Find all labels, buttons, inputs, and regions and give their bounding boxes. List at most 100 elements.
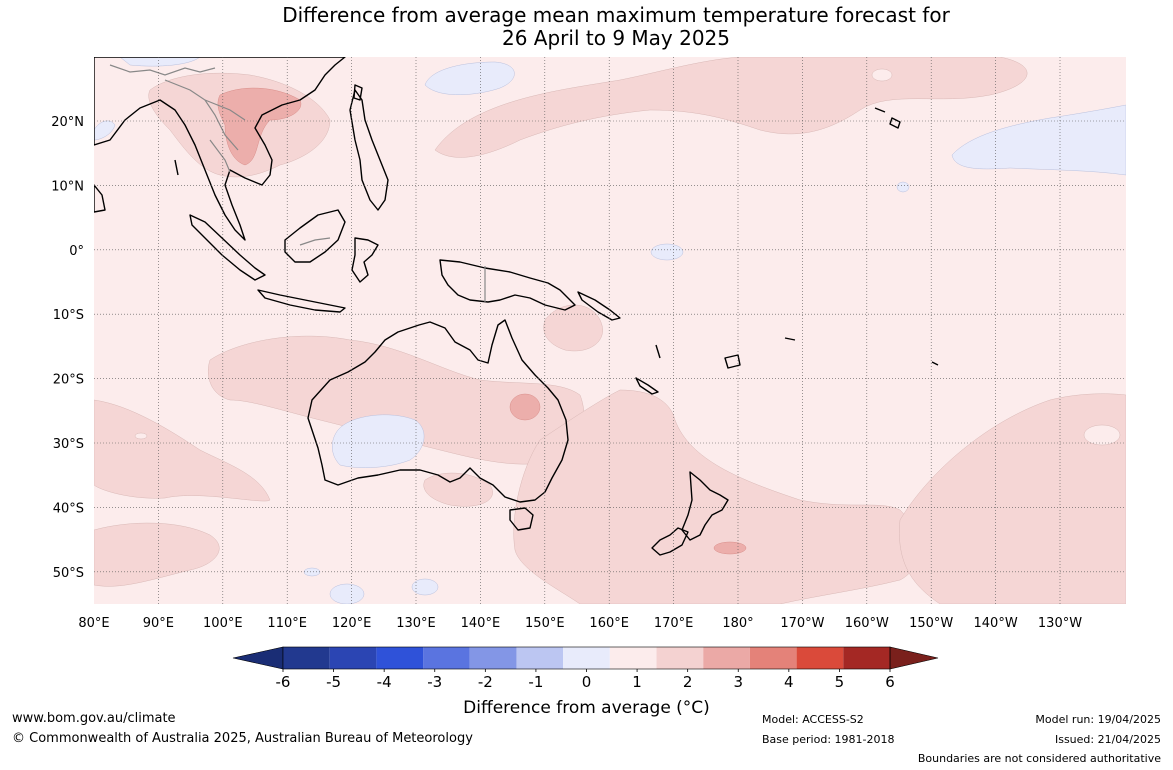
colorbar-segment bbox=[423, 647, 470, 669]
anomaly-region bbox=[650, 243, 684, 261]
latitude-tick-label: 10°N bbox=[51, 179, 84, 194]
longitude-tick-label: 120°E bbox=[332, 616, 372, 631]
longitude-tick-label: 110°E bbox=[267, 616, 307, 631]
colorbar-tick-label: 0 bbox=[582, 673, 592, 691]
anomaly-region bbox=[896, 181, 910, 193]
longitude-tick-label: 130°W bbox=[1038, 616, 1082, 631]
latitude-tick-label: 20°S bbox=[53, 373, 84, 388]
anomaly-region bbox=[329, 583, 365, 604]
anomaly-region bbox=[94, 522, 220, 587]
chart-title: Difference from average mean maximum tem… bbox=[0, 4, 1173, 50]
colorbar-segment bbox=[609, 647, 657, 669]
colorbar-tick-label: 1 bbox=[632, 673, 642, 691]
java-outline bbox=[257, 289, 346, 313]
longitude-tick-label: 100°E bbox=[203, 616, 243, 631]
solomon-islands-outline bbox=[577, 291, 621, 321]
colorbar-segment bbox=[376, 647, 424, 669]
colorbar-segment bbox=[563, 647, 610, 669]
colorbar-tick-label: -4 bbox=[377, 673, 392, 691]
anomaly-region bbox=[899, 393, 1126, 604]
se-asia-outline bbox=[94, 57, 346, 241]
colorbar-label: Difference from average (°C) bbox=[463, 698, 710, 718]
border-line bbox=[164, 79, 239, 151]
colorbar-under-arrow bbox=[232, 646, 284, 670]
border-line bbox=[204, 99, 246, 121]
fiji-outline bbox=[724, 354, 741, 369]
sumatra-outline bbox=[189, 214, 266, 281]
colorbar-tick-label: -6 bbox=[276, 673, 291, 691]
colorbar-tick-label: -3 bbox=[427, 673, 442, 691]
anomaly-region bbox=[94, 399, 271, 502]
anomaly-region bbox=[423, 472, 493, 507]
anomaly-region bbox=[513, 389, 919, 604]
anomaly-region bbox=[411, 578, 439, 596]
longitude-tick-label: 90°E bbox=[143, 616, 174, 631]
island-chain bbox=[174, 159, 179, 176]
new-caledonia-outline bbox=[635, 377, 659, 395]
longitude-tick-label: 80°E bbox=[78, 616, 109, 631]
colorbar-segment bbox=[749, 647, 797, 669]
colorbar-segment bbox=[516, 647, 564, 669]
longitude-labels: 80°E 90°E 100°E 110°E 120°E 130°E 140°E 150°E 16… bbox=[78, 616, 1082, 631]
anomaly-region bbox=[303, 567, 321, 577]
border-line bbox=[109, 64, 216, 76]
disclaimer-text: Boundaries are not considered authoritat… bbox=[917, 752, 1161, 765]
colorbar-tick-label: -5 bbox=[326, 673, 341, 691]
anomaly-region bbox=[871, 68, 893, 82]
title-line-1: Difference from average mean maximum tem… bbox=[282, 3, 950, 27]
australia-outline bbox=[307, 319, 569, 503]
island-chain bbox=[655, 344, 661, 359]
anomaly-region bbox=[217, 87, 302, 166]
colorbar-tick-label: 4 bbox=[784, 673, 794, 691]
colorbar-segment bbox=[283, 647, 330, 669]
longitude-tick-label: 130°E bbox=[396, 616, 436, 631]
colorbar-segment bbox=[656, 647, 704, 669]
latitude-tick-label: 30°S bbox=[53, 437, 84, 452]
colorbar-tick-label: 2 bbox=[683, 673, 693, 691]
anomaly-region bbox=[424, 61, 515, 95]
longitude-tick-label: 140°W bbox=[974, 616, 1018, 631]
latitude-tick-label: 10°S bbox=[53, 308, 84, 323]
coastlines bbox=[94, 57, 939, 556]
model-text: Model: ACCESS-S2 bbox=[762, 713, 864, 726]
colorbar-tick-label: -2 bbox=[478, 673, 493, 691]
colorbar-segment bbox=[843, 647, 890, 669]
sri-lanka-outline bbox=[94, 184, 106, 213]
border-line bbox=[299, 237, 331, 246]
website-link[interactable]: www.bom.gov.au/climate bbox=[12, 711, 176, 726]
copyright-text: © Commonwealth of Australia 2025, Austra… bbox=[12, 731, 473, 746]
anomaly-region bbox=[134, 432, 148, 440]
latitude-tick-label: 20°N bbox=[51, 115, 84, 130]
longitude-tick-label: 170°W bbox=[780, 616, 824, 631]
country-borders bbox=[109, 64, 486, 302]
colorbar-tick-label: 6 bbox=[885, 673, 895, 691]
border-line bbox=[209, 139, 231, 173]
issued-text: Issued: 21/04/2025 bbox=[1054, 733, 1161, 746]
hawaii-outline bbox=[889, 117, 901, 129]
longitude-tick-label: 170°E bbox=[654, 616, 694, 631]
latitude-tick-label: 50°S bbox=[53, 566, 84, 581]
anomaly-region bbox=[951, 104, 1126, 176]
island-chain bbox=[784, 337, 796, 341]
title-line-2: 26 April to 9 May 2025 bbox=[502, 26, 730, 50]
colorbar: -6 -5 -4 -3 -2 -1 0 1 2 3 4 5 6 bbox=[232, 646, 939, 691]
graticule bbox=[94, 57, 1126, 604]
longitude-tick-label: 160°E bbox=[589, 616, 629, 631]
longitude-tick-label: 180° bbox=[722, 616, 753, 631]
latitude-tick-label: 40°S bbox=[53, 501, 84, 516]
nz-south-outline bbox=[651, 527, 689, 556]
latitude-labels: 20°N 10°N 0° 10°S 20°S 30°S 40°S 50°S bbox=[51, 115, 84, 581]
sulawesi-outline bbox=[351, 237, 379, 283]
anomaly-region bbox=[1083, 424, 1121, 446]
colorbar-segment bbox=[469, 647, 517, 669]
colorbar-tick-label: 5 bbox=[835, 673, 845, 691]
tasmania-outline bbox=[509, 507, 534, 531]
anomaly-region bbox=[713, 541, 747, 555]
anomaly-region bbox=[94, 120, 116, 141]
colorbar-segment bbox=[796, 647, 844, 669]
longitude-tick-label: 160°W bbox=[845, 616, 889, 631]
colorbar-over-arrow bbox=[889, 646, 939, 670]
colorbar-segment bbox=[703, 647, 750, 669]
new-guinea-outline bbox=[439, 259, 576, 311]
